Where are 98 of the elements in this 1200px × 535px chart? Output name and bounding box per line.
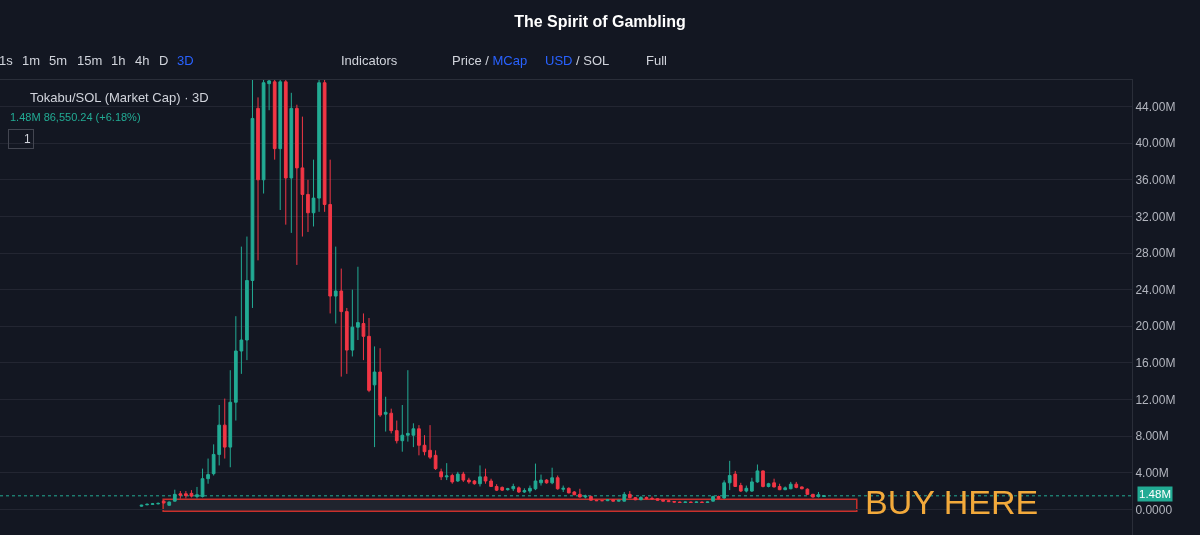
- candlestick: [400, 404, 405, 453]
- candlestick: [555, 474, 560, 491]
- candlestick: [283, 80, 288, 226]
- candlestick: [727, 460, 732, 491]
- text: 15m: [77, 53, 103, 68]
- candlestick: [339, 268, 344, 378]
- candlestick: [145, 502, 149, 506]
- text: 3D: [177, 53, 194, 68]
- y-tick-label: 20.00M: [1135, 319, 1176, 334]
- candlestick: [761, 469, 765, 488]
- candlestick: [611, 498, 616, 503]
- candlestick: [228, 369, 233, 468]
- candlestick: [356, 266, 360, 341]
- candlestick: [788, 481, 793, 490]
- y-tick-label: 8.00M: [1135, 429, 1169, 444]
- text: Indicators: [341, 53, 398, 68]
- candlestick: [172, 489, 177, 503]
- candlestick: [816, 491, 821, 498]
- annotation: 1: [24, 132, 31, 146]
- candlestick: [450, 473, 455, 485]
- candlestick: [683, 501, 688, 504]
- y-tick-label: 36.00M: [1135, 172, 1176, 187]
- text: USD / SOL: [545, 53, 610, 68]
- y-tick-label: 40.00M: [1135, 136, 1176, 151]
- candlestick: [605, 498, 610, 502]
- text: 1s: [0, 53, 14, 68]
- candlestick: [278, 80, 283, 211]
- candlestick: [333, 246, 338, 325]
- annotation: 1.48M 86,550.24 (+6.18%): [10, 111, 141, 123]
- candlestick: [361, 312, 366, 361]
- y-tick-label: 32.00M: [1135, 209, 1176, 224]
- candlestick: [222, 398, 227, 460]
- candlestick: [378, 347, 382, 418]
- y-tick-label: 4.00M: [1135, 465, 1169, 480]
- text: 1h: [111, 53, 126, 68]
- candlestick: [306, 179, 310, 233]
- candlestick: [822, 494, 826, 498]
- candlestick: [389, 408, 394, 434]
- y-tick-label: 28.00M: [1135, 246, 1176, 261]
- candlestick: [455, 471, 460, 483]
- candlestick: [444, 462, 449, 481]
- candlestick: [694, 501, 699, 504]
- candlestick: [589, 495, 593, 502]
- candlestick: [478, 464, 482, 487]
- candlestick: [738, 482, 743, 493]
- candlestick: [167, 501, 172, 507]
- candlestick: [772, 478, 776, 488]
- candlestick: [461, 471, 466, 483]
- candlestick: [256, 96, 260, 261]
- chart-title: The Spirit of Gambling: [514, 12, 686, 30]
- candlestick: [383, 396, 388, 433]
- candlestick: [139, 504, 144, 508]
- candlestick: [350, 289, 355, 357]
- text: 5m: [49, 53, 68, 68]
- y-tick-label: 16.00M: [1135, 356, 1176, 371]
- candlestick: [394, 420, 399, 444]
- candlestick: [805, 487, 810, 496]
- candlestick: [644, 496, 649, 500]
- candlestick: [372, 345, 377, 448]
- y-tick-label: 24.00M: [1135, 282, 1176, 297]
- candlestick: [799, 485, 804, 490]
- ref-line-label: 1.48M: [1139, 488, 1171, 500]
- candlestick: [783, 485, 788, 491]
- candlestick: [539, 474, 543, 487]
- candlestick: [439, 468, 444, 481]
- candlestick: [550, 467, 554, 485]
- candlestick: [578, 488, 582, 498]
- text: 4h: [135, 53, 150, 68]
- band-label: BUY HERE: [865, 483, 1039, 521]
- candlestick: [700, 501, 704, 504]
- candlestick: [794, 481, 799, 489]
- y-tick-label: 12.00M: [1135, 392, 1176, 407]
- candlestick: [677, 501, 682, 504]
- candlestick: [733, 470, 738, 488]
- text: Tokabu/SOL (Market Cap) · 3D: [30, 90, 209, 105]
- candlestick: [744, 485, 749, 492]
- text: Price / MCap: [452, 53, 528, 68]
- candlestick: [178, 490, 183, 500]
- candlestick: [161, 499, 166, 504]
- candlestick: [289, 92, 294, 234]
- candlestick: [766, 482, 771, 487]
- candlestick: [272, 80, 277, 161]
- y-tick-label: 44.00M: [1135, 99, 1176, 114]
- candlestick: [433, 449, 438, 471]
- candlestick: [522, 487, 527, 494]
- candlestick: [367, 317, 371, 393]
- text: 1m: [22, 53, 41, 68]
- candlestick: [516, 485, 521, 494]
- candlestick: [811, 493, 815, 498]
- candlestick: [561, 485, 566, 493]
- candlestick: [688, 501, 693, 504]
- text: D: [159, 53, 169, 68]
- y-tick-label: 0.0000: [1135, 502, 1173, 517]
- candlestick: [544, 479, 549, 485]
- candlestick: [716, 495, 721, 500]
- candlestick: [344, 307, 349, 375]
- text: Full: [646, 53, 668, 68]
- candlestick: [777, 483, 782, 491]
